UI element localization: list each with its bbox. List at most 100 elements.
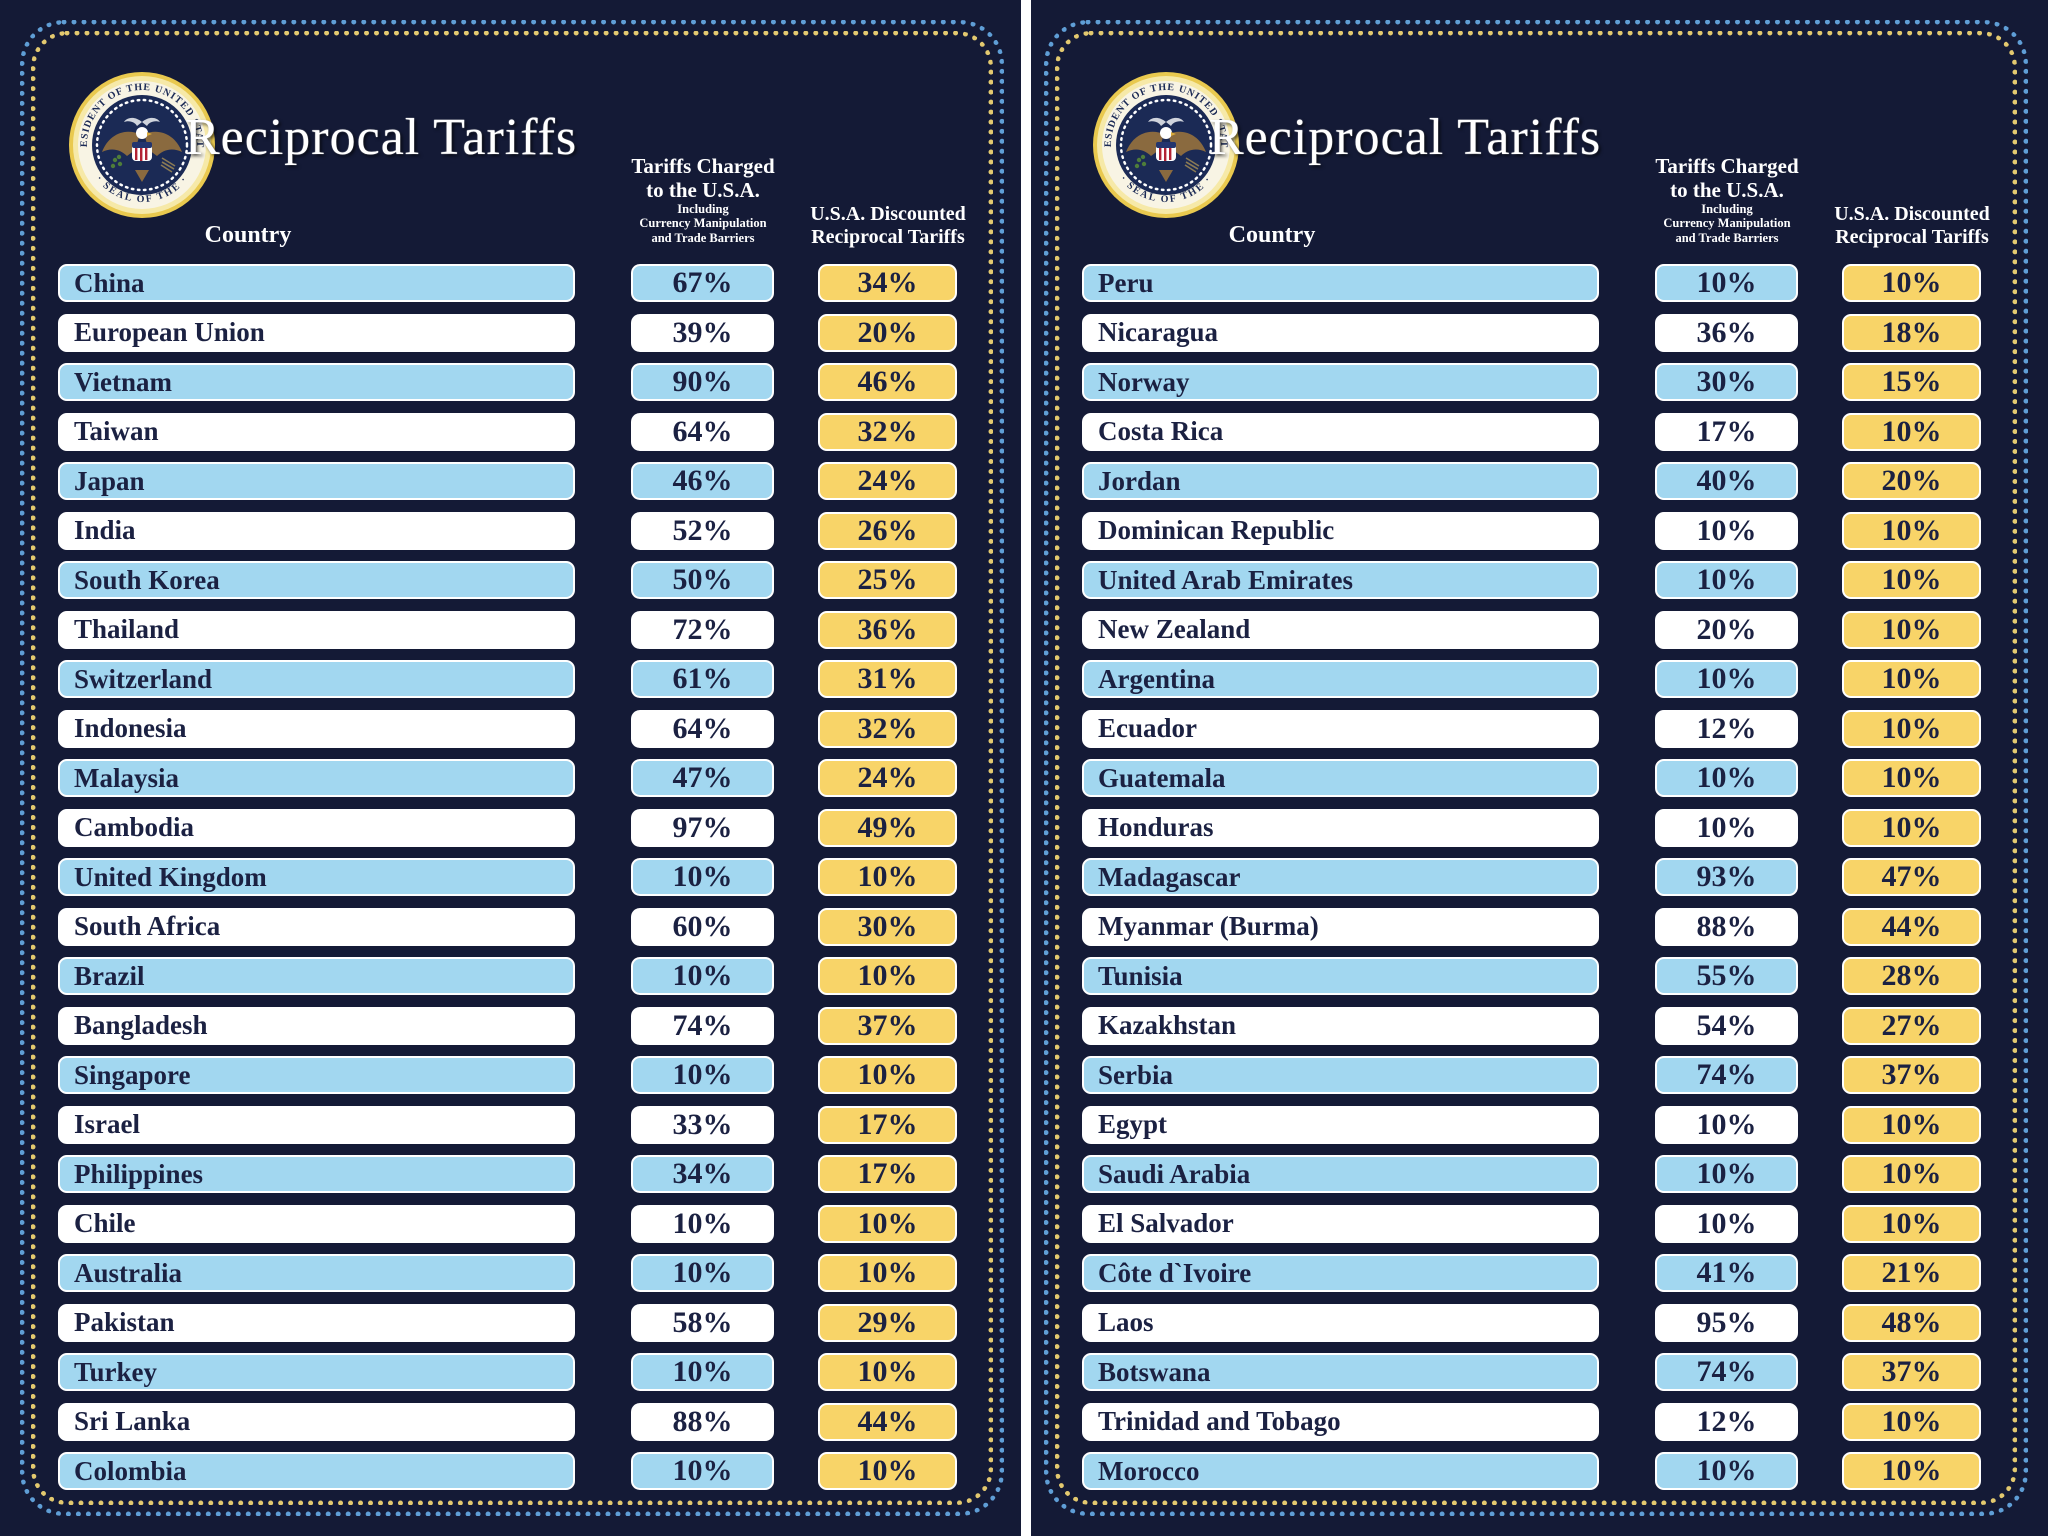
country-cell: Morocco (1082, 1452, 1599, 1490)
tariff-row: Switzerland 61% 31% (0, 660, 1024, 698)
discounted-tariff-cell: 17% (818, 1105, 957, 1144)
country-cell: Pakistan (58, 1303, 575, 1342)
tariff-row: Thailand 72% 36% (0, 610, 1024, 649)
charged-tariff-cell: 72% (631, 610, 774, 649)
tariff-row: Singapore 10% 10% (0, 1056, 1024, 1094)
tariff-row: El Salvador 10% 10% (1024, 1204, 2048, 1243)
charged-tariff-cell: 12% (1655, 709, 1798, 748)
tariff-row: Jordan 40% 20% (1024, 462, 2048, 500)
discounted-tariff-cell: 10% (818, 1204, 957, 1243)
country-cell: Bangladesh (58, 1006, 575, 1045)
country-cell: India (58, 511, 575, 550)
tariff-row: Taiwan 64% 32% (0, 412, 1024, 451)
charged-tariff-cell: 40% (1655, 462, 1798, 500)
discounted-tariff-cell: 26% (818, 511, 957, 550)
charged-tariff-cell: 61% (631, 660, 774, 698)
charged-tariff-cell: 74% (631, 1006, 774, 1045)
tariff-row: Philippines 34% 17% (0, 1155, 1024, 1193)
charged-tariff-cell: 88% (631, 1402, 774, 1441)
discounted-tariff-cell: 10% (1842, 1105, 1981, 1144)
tariff-row: Peru 10% 10% (1024, 264, 2048, 302)
charged-tariff-cell: 10% (1655, 1452, 1798, 1490)
country-cell: Vietnam (58, 363, 575, 401)
tariff-row: Brazil 10% 10% (0, 957, 1024, 995)
charged-tariff-cell: 64% (631, 412, 774, 451)
discounted-tariff-cell: 10% (1842, 1402, 1981, 1441)
discounted-tariff-cell: 15% (1842, 363, 1981, 401)
tariff-row: Guatemala 10% 10% (1024, 759, 2048, 797)
country-cell: Switzerland (58, 660, 575, 698)
charged-tariff-cell: 10% (1655, 264, 1798, 302)
discounted-tariff-cell: 10% (1842, 610, 1981, 649)
charged-tariff-cell: 52% (631, 511, 774, 550)
charged-tariff-cell: 97% (631, 808, 774, 847)
country-cell: Singapore (58, 1056, 575, 1094)
discounted-tariff-cell: 27% (1842, 1006, 1981, 1045)
charged-tariff-cell: 10% (1655, 561, 1798, 599)
charged-tariff-cell: 39% (631, 313, 774, 352)
charged-header-line1: Tariffs Charged (1655, 154, 1799, 178)
discounted-tariff-cell: 10% (1842, 759, 1981, 797)
tariff-row: Australia 10% 10% (0, 1254, 1024, 1292)
country-cell: Nicaragua (1082, 313, 1599, 352)
country-cell: Brazil (58, 957, 575, 995)
discounted-header-line2: Reciprocal Tariffs (811, 226, 965, 248)
charged-tariff-cell: 10% (631, 1204, 774, 1243)
country-cell: United Arab Emirates (1082, 561, 1599, 599)
tariff-row: Israel 33% 17% (0, 1105, 1024, 1144)
charged-tariff-cell: 90% (631, 363, 774, 401)
tariff-row: Ecuador 12% 10% (1024, 709, 2048, 748)
column-header-discounted: U.S.A. Discounted Reciprocal Tariffs (798, 203, 978, 249)
charged-tariff-cell: 10% (631, 1353, 774, 1391)
tariff-row: European Union 39% 20% (0, 313, 1024, 352)
discounted-tariff-cell: 10% (1842, 709, 1981, 748)
discounted-tariff-cell: 10% (818, 1452, 957, 1490)
discounted-tariff-cell: 24% (818, 462, 957, 500)
country-cell: Argentina (1082, 660, 1599, 698)
column-header-country: Country (204, 222, 292, 248)
charged-tariff-cell: 41% (1655, 1254, 1798, 1292)
country-cell: Serbia (1082, 1056, 1599, 1094)
country-cell: El Salvador (1082, 1204, 1599, 1243)
tariff-row: Argentina 10% 10% (1024, 660, 2048, 698)
discounted-tariff-cell: 20% (818, 313, 957, 352)
tariff-row: New Zealand 20% 10% (1024, 610, 2048, 649)
discounted-header-line1: U.S.A. Discounted (810, 203, 966, 225)
charged-tariff-cell: 10% (1655, 511, 1798, 550)
discounted-tariff-cell: 10% (1842, 808, 1981, 847)
tariff-row: Cambodia 97% 49% (0, 808, 1024, 847)
charged-tariff-cell: 55% (1655, 957, 1798, 995)
tariff-row: Costa Rica 17% 10% (1024, 412, 2048, 451)
country-cell: Turkey (58, 1353, 575, 1391)
column-header-country: Country (1228, 222, 1316, 248)
charged-tariff-cell: 47% (631, 759, 774, 797)
country-cell: Laos (1082, 1303, 1599, 1342)
charged-tariff-cell: 12% (1655, 1402, 1798, 1441)
tariff-row: Bangladesh 74% 37% (0, 1006, 1024, 1045)
tariff-row: Serbia 74% 37% (1024, 1056, 2048, 1094)
tariff-row: Japan 46% 24% (0, 462, 1024, 500)
discounted-tariff-cell: 32% (818, 412, 957, 451)
tariff-row: Honduras 10% 10% (1024, 808, 2048, 847)
charged-tariff-cell: 10% (631, 957, 774, 995)
discounted-tariff-cell: 37% (818, 1006, 957, 1045)
charged-tariff-cell: 10% (1655, 1204, 1798, 1243)
charged-header-sub1: Including (1701, 202, 1753, 217)
discounted-tariff-cell: 25% (818, 561, 957, 599)
tariff-row: United Kingdom 10% 10% (0, 858, 1024, 896)
charged-header-line2: to the U.S.A. (646, 177, 760, 202)
tariff-table-right: Peru 10% 10% Nicaragua 36% 18% Norway 30% 15% Cos… (1024, 264, 2048, 1502)
country-cell: South Africa (58, 907, 575, 946)
discounted-tariff-cell: 31% (818, 660, 957, 698)
country-cell: United Kingdom (58, 858, 575, 896)
country-cell: Australia (58, 1254, 575, 1292)
discounted-tariff-cell: 44% (818, 1402, 957, 1441)
country-cell: Jordan (1082, 462, 1599, 500)
charged-tariff-cell: 10% (631, 858, 774, 896)
charged-tariff-cell: 20% (1655, 610, 1798, 649)
tariff-row: Madagascar 93% 47% (1024, 858, 2048, 896)
discounted-tariff-cell: 28% (1842, 957, 1981, 995)
charged-tariff-cell: 88% (1655, 907, 1798, 946)
tariff-row: Côte d`Ivoire 41% 21% (1024, 1254, 2048, 1292)
charged-tariff-cell: 30% (1655, 363, 1798, 401)
